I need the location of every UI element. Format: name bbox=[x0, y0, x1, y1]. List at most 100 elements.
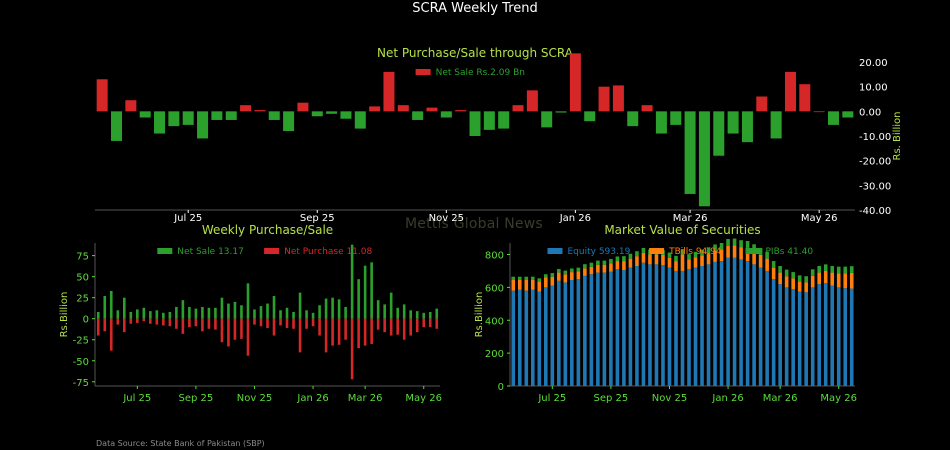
market-equity-bar bbox=[810, 287, 815, 386]
market-pibs-bar bbox=[745, 241, 750, 248]
market-y-tick-label: 200 bbox=[485, 349, 504, 360]
market-legend-label: TBills 94.94 bbox=[668, 247, 722, 257]
market-pibs-bar bbox=[752, 244, 756, 252]
net-bar bbox=[827, 111, 839, 125]
market-equity-bar bbox=[687, 269, 691, 386]
weekly-purchase-bar bbox=[246, 318, 250, 356]
market-pibs-bar bbox=[687, 254, 691, 260]
weekly-legend-label: Net Purchase 11.08 bbox=[284, 247, 372, 257]
weekly-sale-bar bbox=[272, 295, 276, 319]
weekly-sale-bar bbox=[344, 306, 347, 319]
market-pibs-bar bbox=[758, 247, 763, 255]
weekly-purchase-bar bbox=[136, 318, 139, 323]
market-tbills-bar bbox=[700, 255, 704, 267]
market-equity-bar bbox=[765, 270, 769, 386]
market-equity-bar bbox=[654, 264, 659, 386]
weekly-purchase-bar bbox=[162, 318, 165, 326]
market-y-tick-label: 600 bbox=[485, 283, 504, 294]
market-equity-bar bbox=[674, 270, 678, 386]
net-bar bbox=[412, 111, 424, 120]
market-equity-bar bbox=[752, 264, 756, 386]
net-bar bbox=[397, 105, 409, 112]
weekly-purchase-bar bbox=[227, 318, 230, 347]
market-pibs-bar bbox=[771, 261, 776, 268]
net-bar bbox=[225, 111, 237, 120]
market-legend-label: Equity 593.19 bbox=[568, 247, 631, 257]
net-bar bbox=[254, 110, 266, 112]
weekly-sale-bar bbox=[142, 307, 146, 319]
net-bar bbox=[440, 111, 452, 118]
market-tbills-bar bbox=[817, 272, 821, 285]
weekly-purchase-bar bbox=[266, 318, 269, 328]
weekly-purchase-bar bbox=[318, 318, 321, 336]
market-equity-bar bbox=[661, 265, 665, 386]
net-bar bbox=[612, 85, 624, 112]
weekly-purchase-bar bbox=[344, 318, 347, 340]
weekly-purchase-bar bbox=[435, 318, 439, 329]
market-equity-bar bbox=[622, 270, 626, 386]
market-pibs-bar bbox=[784, 269, 789, 277]
market-pibs-bar bbox=[524, 276, 529, 280]
market-pibs-bar bbox=[843, 266, 848, 274]
net-bar bbox=[96, 79, 108, 112]
market-equity-bar bbox=[641, 262, 646, 386]
market-pibs-bar bbox=[797, 275, 802, 282]
market-tbills-bar bbox=[778, 272, 782, 285]
market-pibs-bar bbox=[537, 278, 542, 282]
weekly-purchase-bar bbox=[149, 318, 152, 324]
weekly-sale-bar bbox=[337, 299, 341, 319]
weekly-purchase-bar bbox=[181, 318, 185, 334]
net-bar bbox=[483, 111, 495, 130]
market-tbills-bar bbox=[537, 281, 542, 292]
weekly-sale-bar bbox=[350, 244, 354, 319]
market-equity-bar bbox=[524, 290, 529, 386]
market-tbills-bar bbox=[648, 254, 652, 265]
net-bar bbox=[842, 111, 854, 118]
market-pibs-bar bbox=[557, 268, 561, 273]
weekly-purchase-bar bbox=[298, 318, 302, 353]
market-tbills-bar bbox=[830, 272, 835, 286]
weekly-sale-bar bbox=[422, 312, 426, 319]
market-tbills-bar bbox=[739, 247, 743, 260]
weekly-sale-bar bbox=[168, 311, 172, 319]
market-equity-bar bbox=[557, 280, 561, 386]
market-tbills-bar bbox=[771, 267, 776, 280]
market-pibs-bar bbox=[635, 251, 639, 257]
data-source-note: Data Source: State Bank of Pakistan (SBP… bbox=[96, 439, 265, 448]
weekly-purchase-bar bbox=[279, 318, 282, 326]
net-y-tick-label: -20.00 bbox=[859, 157, 891, 168]
net-bar bbox=[512, 105, 524, 112]
weekly-sale-bar bbox=[175, 306, 178, 319]
net-x-tick-label: Jul 25 bbox=[173, 213, 202, 224]
weekly-purchase-bar bbox=[402, 318, 406, 340]
net-bar bbox=[799, 84, 811, 112]
weekly-chart-title: Weekly Purchase/Sale bbox=[202, 223, 333, 237]
net-y-tick-label: -40.00 bbox=[859, 206, 891, 217]
weekly-sale-bar bbox=[188, 306, 191, 319]
net-bar bbox=[641, 105, 653, 112]
net-legend-label: Net Sale Rs.2.09 Bn bbox=[436, 68, 525, 78]
market-equity-bar bbox=[667, 267, 672, 386]
net-y-axis-label: Rs. Billion bbox=[892, 112, 903, 161]
market-tbills-bar bbox=[576, 271, 581, 280]
net-bar bbox=[125, 100, 137, 112]
market-pibs-bar bbox=[713, 244, 717, 251]
net-bar bbox=[813, 111, 825, 113]
market-tbills-bar bbox=[687, 259, 691, 270]
market-legend-swatch bbox=[547, 248, 563, 254]
net-bar bbox=[139, 111, 151, 118]
market-tbills-bar bbox=[544, 277, 548, 288]
weekly-sale-bar bbox=[331, 297, 334, 319]
weekly-purchase-bar bbox=[129, 318, 133, 324]
weekly-y-axis-label: Rs.Billion bbox=[59, 292, 70, 338]
weekly-sale-bar bbox=[207, 307, 211, 319]
market-tbills-bar bbox=[622, 261, 626, 271]
weekly-sale-bar bbox=[279, 310, 282, 319]
market-tbills-bar bbox=[661, 254, 665, 266]
weekly-sale-bar bbox=[292, 311, 295, 319]
weekly-sale-bar bbox=[246, 283, 250, 319]
weekly-purchase-bar bbox=[240, 318, 243, 339]
market-tbills-bar bbox=[615, 261, 620, 270]
market-equity-bar bbox=[849, 288, 854, 386]
market-tbills-bar bbox=[843, 273, 848, 289]
